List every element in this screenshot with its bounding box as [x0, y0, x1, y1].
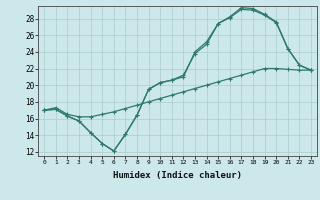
- X-axis label: Humidex (Indice chaleur): Humidex (Indice chaleur): [113, 171, 242, 180]
